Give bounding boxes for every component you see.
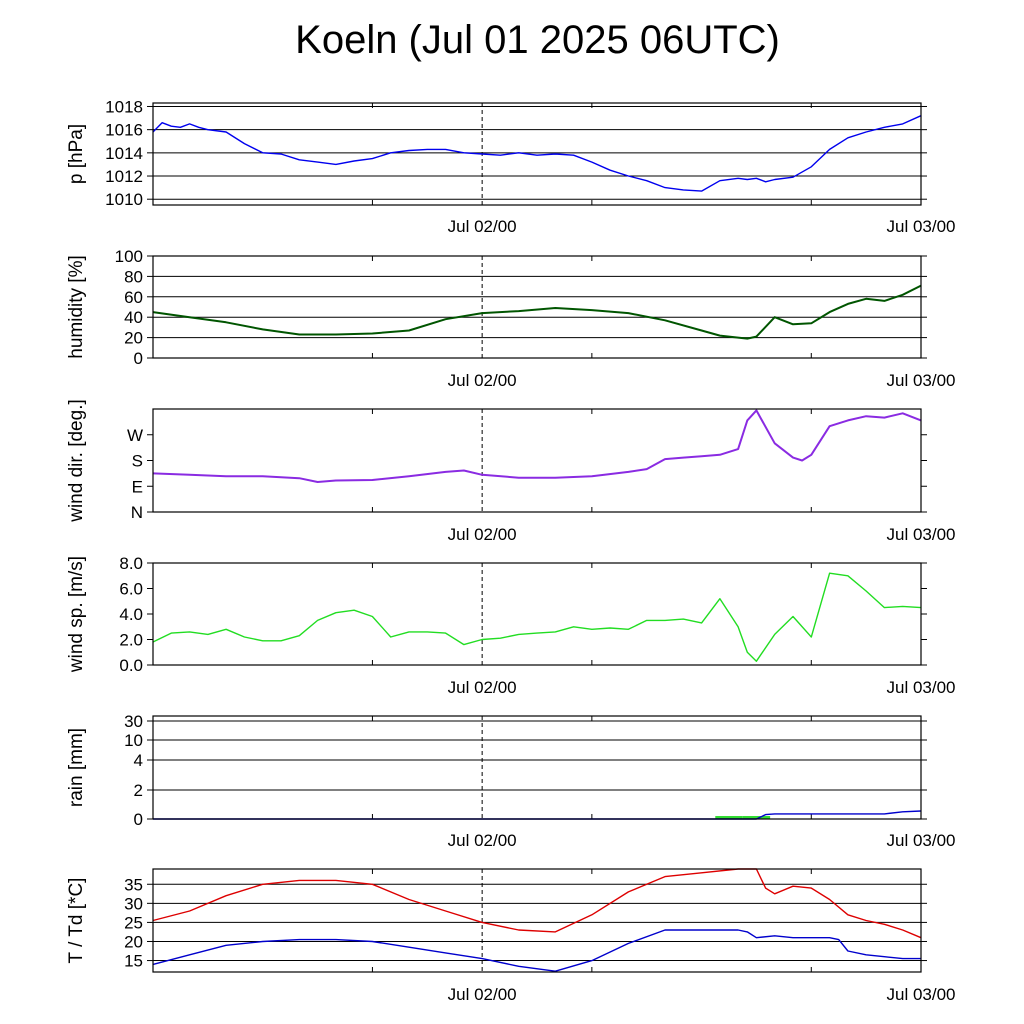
- plot-frame-1: [152, 255, 922, 359]
- y-tick-label-3-4: 8.0: [119, 554, 143, 573]
- y-tick-label-4-0: 0: [134, 810, 143, 829]
- y-tick-label-5-0: 15: [124, 952, 143, 971]
- y-tick-label-2-0: N: [131, 503, 143, 522]
- y-tick-label-5-1: 20: [124, 932, 143, 951]
- series-line-2-0: [152, 409, 922, 483]
- plot-frame-2: [152, 408, 922, 513]
- y-tick-label-1-3: 60: [124, 288, 143, 307]
- x-tick-label-0-0: Jul 02/00: [448, 217, 517, 236]
- y-tick-label-3-1: 2.0: [119, 631, 143, 650]
- y-tick-label-1-2: 40: [124, 308, 143, 327]
- y-tick-label-4-1: 2: [134, 781, 143, 800]
- y-axis-label-3: wind sp. [m/s]: [66, 556, 87, 673]
- y-tick-label-3-3: 6.0: [119, 580, 143, 599]
- x-tick-label-4-0: Jul 02/00: [448, 831, 517, 850]
- series-line-4-1: [153, 810, 922, 820]
- plot-frame-0: [152, 102, 922, 206]
- x-tick-label-3-1: Jul 03/00: [887, 678, 956, 697]
- y-axis-label-4: rain [mm]: [66, 728, 87, 807]
- y-axis-label-5: T / Td [*C]: [66, 878, 87, 964]
- y-tick-label-2-2: S: [132, 452, 143, 471]
- x-tick-label-4-1: Jul 03/00: [887, 831, 956, 850]
- chart-title: Koeln (Jul 01 2025 06UTC): [295, 18, 780, 62]
- y-tick-label-4-2: 4: [134, 751, 143, 770]
- y-tick-label-0-0: 1010: [105, 190, 143, 209]
- x-tick-label-2-0: Jul 02/00: [448, 525, 517, 544]
- y-tick-label-4-4: 30: [124, 712, 143, 731]
- y-tick-label-3-0: 0.0: [119, 656, 143, 675]
- rain-bar-0: [715, 816, 743, 819]
- plot-frame-4: [152, 715, 922, 820]
- y-tick-label-2-1: E: [132, 477, 143, 496]
- x-tick-label-3-0: Jul 02/00: [448, 678, 517, 697]
- plot-frame-5: [152, 868, 922, 973]
- y-tick-label-1-5: 100: [115, 247, 143, 266]
- y-tick-label-3-2: 4.0: [119, 605, 143, 624]
- y-tick-label-1-1: 20: [124, 329, 143, 348]
- x-tick-label-5-1: Jul 03/00: [887, 985, 956, 1004]
- y-axis-label-1: humidity [%]: [66, 255, 87, 358]
- y-axis-label-2: wind dir. [deg.]: [66, 399, 87, 523]
- y-tick-label-5-4: 35: [124, 875, 143, 894]
- y-tick-label-1-0: 0: [134, 349, 143, 368]
- rain-bar-1: [742, 816, 771, 819]
- y-tick-label-1-4: 80: [124, 267, 143, 286]
- series-line-5-1: [152, 929, 921, 972]
- x-tick-label-5-0: Jul 02/00: [448, 985, 517, 1004]
- y-tick-label-0-1: 1012: [105, 167, 143, 186]
- x-tick-label-1-1: Jul 03/00: [887, 371, 956, 390]
- series-line-0-0: [152, 115, 922, 192]
- x-tick-label-2-1: Jul 03/00: [887, 525, 956, 544]
- y-tick-label-5-2: 25: [124, 913, 143, 932]
- y-tick-label-0-4: 1018: [105, 97, 143, 116]
- x-tick-label-1-0: Jul 02/00: [448, 371, 517, 390]
- y-axis-label-0: p [hPa]: [66, 124, 87, 184]
- y-tick-label-5-3: 30: [124, 894, 143, 913]
- y-tick-label-2-3: W: [127, 426, 143, 445]
- series-line-5-0: [152, 868, 922, 939]
- y-tick-label-4-3: 10: [124, 731, 143, 750]
- plot-frame-3: [152, 562, 922, 666]
- x-tick-label-0-1: Jul 03/00: [887, 217, 956, 236]
- series-line-3-0: [152, 572, 922, 662]
- y-tick-label-0-2: 1014: [105, 144, 143, 163]
- series-line-1-0: [152, 284, 922, 340]
- y-tick-label-0-3: 1016: [105, 121, 143, 140]
